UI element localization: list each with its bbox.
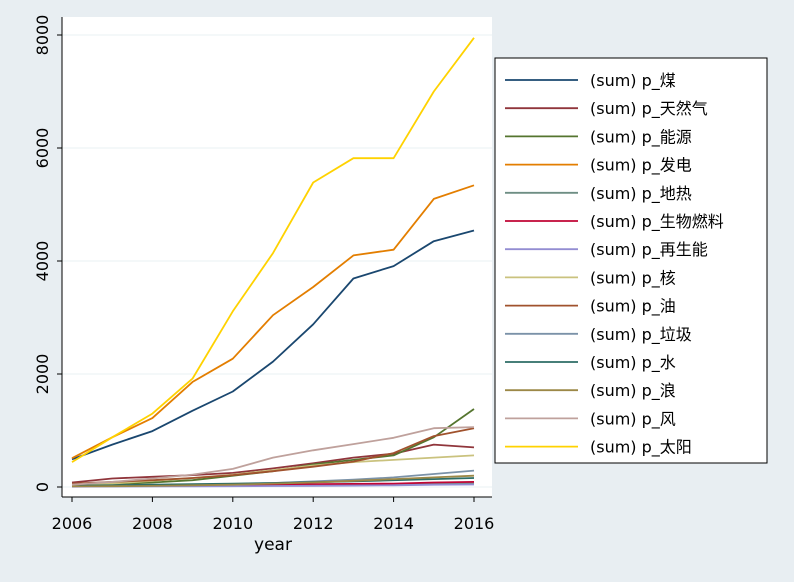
x-axis-label: year xyxy=(254,535,292,555)
legend-label: (sum) p_太阳 xyxy=(590,438,692,458)
legend-label: (sum) p_生物燃料 xyxy=(590,212,724,232)
series-group xyxy=(71,37,475,488)
x-tick-label: 2012 xyxy=(293,514,334,533)
series-line-13 xyxy=(71,426,475,486)
x-tick-label: 2008 xyxy=(132,514,173,533)
x-ticks: 2006 2008 2010 2012 2014 2016 xyxy=(52,497,495,533)
y-tick-label: 8000 xyxy=(33,15,52,56)
series-line-2 xyxy=(71,443,475,484)
series-line-12 xyxy=(71,474,475,488)
y-tick-label: 4000 xyxy=(33,241,52,282)
axes xyxy=(61,17,492,498)
series-line-9 xyxy=(71,427,475,485)
series-line-1 xyxy=(71,229,475,461)
legend-items: (sum) p_煤 (sum) p_天然气 (sum) p_能源 (sum) p_发电… xyxy=(505,71,724,458)
x-tick-label: 2006 xyxy=(52,514,93,533)
y-tick-label: 6000 xyxy=(33,128,52,169)
legend-label: (sum) p_浪 xyxy=(590,381,676,401)
legend: (sum) p_煤 (sum) p_天然气 (sum) p_能源 (sum) p_发电… xyxy=(494,57,768,464)
x-tick-label: 2016 xyxy=(454,514,495,533)
series-line-8 xyxy=(71,454,475,487)
x-tick-label: 2010 xyxy=(212,514,253,533)
legend-label: (sum) p_天然气 xyxy=(590,99,708,119)
legend-label: (sum) p_垃圾 xyxy=(590,325,692,345)
legend-label: (sum) p_水 xyxy=(590,353,676,373)
series-line-4 xyxy=(71,184,475,459)
legend-label: (sum) p_核 xyxy=(590,268,676,288)
legend-label: (sum) p_风 xyxy=(590,409,676,429)
plot-region xyxy=(62,17,492,497)
series-line-14 xyxy=(71,37,475,463)
x-tick-label: 2014 xyxy=(373,514,414,533)
grid xyxy=(62,34,492,488)
legend-label: (sum) p_煤 xyxy=(590,71,676,91)
y-tick-label: 0 xyxy=(33,482,52,492)
legend-label: (sum) p_油 xyxy=(590,297,676,317)
legend-box xyxy=(494,57,768,464)
legend-label: (sum) p_能源 xyxy=(590,127,692,147)
legend-label: (sum) p_再生能 xyxy=(590,240,708,260)
y-ticks: 0 2000 4000 6000 8000 xyxy=(33,15,62,492)
legend-label: (sum) p_地热 xyxy=(590,184,692,204)
y-tick-label: 2000 xyxy=(33,354,52,395)
legend-label: (sum) p_发电 xyxy=(590,156,692,176)
